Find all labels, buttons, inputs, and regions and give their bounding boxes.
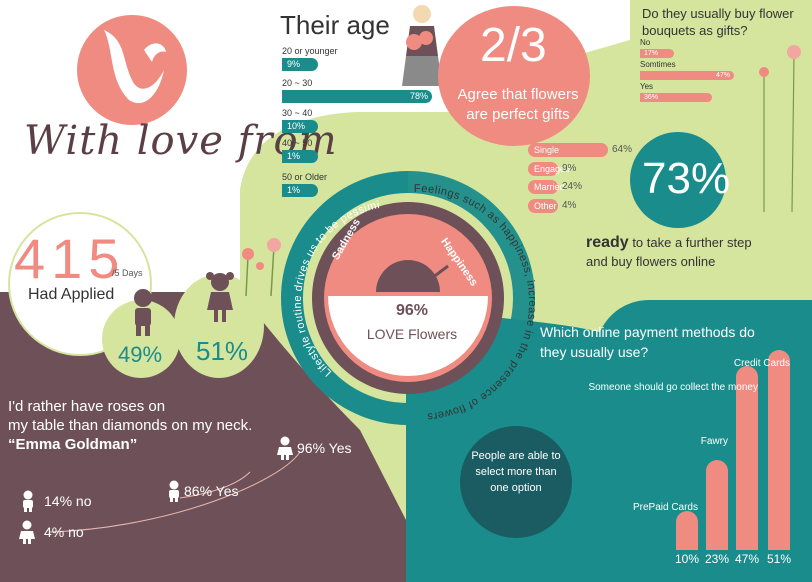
marital-status-value: 4% <box>562 200 577 211</box>
quote-line1: I'd rather have roses on <box>8 398 166 415</box>
age-group-bar: 1% <box>282 150 318 163</box>
payment-note: People are able to select more than one … <box>471 450 561 494</box>
marital-status-bar: Engaged <box>528 162 570 176</box>
ready-percent: 73% <box>642 154 731 203</box>
marital-status-value: 9% <box>562 163 577 174</box>
bouquet-answer-value: 36% <box>644 94 659 101</box>
age-group-label: 40 ~ 50 <box>282 138 313 148</box>
bouquet-answer-bar: 36% <box>640 93 712 102</box>
age-group-label: 30 ~ 40 <box>282 108 313 118</box>
gauge-value: 96% <box>395 302 429 319</box>
marital-status-bar: Single <box>528 143 608 157</box>
age-group-bar: 1% <box>282 184 318 197</box>
answer-14-no: 14% no <box>44 493 92 509</box>
woman-illustration <box>402 5 442 86</box>
age-group-value: 10% <box>287 121 306 131</box>
bouquet-answer-value: 17% <box>644 50 659 57</box>
answer-curves <box>49 451 301 533</box>
ready-rest: to take a further step <box>628 235 752 250</box>
brand-logo <box>77 15 187 125</box>
age-group-label: 20 ~ 30 <box>282 78 313 88</box>
age-group-value: 78% <box>409 91 428 101</box>
age-group-value: 1% <box>287 151 301 161</box>
payment-method-label: Credit Cards <box>733 358 790 369</box>
payment-bar <box>768 350 790 550</box>
ready-circle <box>630 132 726 228</box>
agree-fraction: 2/3 <box>480 19 547 72</box>
answer-4-no: 4% no <box>44 524 84 540</box>
payment-bar <box>736 366 758 550</box>
payment-bar <box>676 511 698 550</box>
bouquet-answer-label: Yes <box>640 82 654 91</box>
payment-note-circle <box>460 426 572 538</box>
payment-question-1: Which online payment methods do <box>540 324 755 340</box>
bouquet-answer-label: Somtimes <box>640 60 676 69</box>
bouquet-answer-label: No <box>640 38 651 47</box>
agree-line2: are perfect gifts <box>466 106 570 123</box>
person-icon-96-yes <box>277 436 293 460</box>
rose-stems-icon <box>759 45 801 212</box>
male-icon <box>134 289 152 336</box>
bouquet-answer-bar: 47% <box>640 71 734 80</box>
female-percent: 51% <box>196 336 249 366</box>
bouquet-answer-bar: 17% <box>640 49 674 58</box>
agree-line1: Agree that flowers <box>457 86 579 103</box>
age-group-bar: 78% <box>282 90 432 103</box>
person-icon-14-no <box>23 490 33 512</box>
male-percent: 49% <box>118 342 163 367</box>
age-group-bar: 9% <box>282 58 318 71</box>
bouquet-answer-value: 47% <box>715 72 730 79</box>
bouquet-question-2: bouquets as gifts? <box>642 23 748 38</box>
payment-method-label: Someone should go collect the money <box>588 382 758 393</box>
payment-method-label: Fawry <box>700 436 728 447</box>
payment-value: 47% <box>734 552 760 566</box>
ready-bold: ready <box>586 234 629 251</box>
payment-value: 51% <box>766 552 792 566</box>
person-icon-4-no <box>19 520 35 544</box>
applied-unit: /5 Days <box>112 268 143 278</box>
applied-label: Had Applied <box>28 286 115 303</box>
quote-line2: my table than diamonds on my neck. <box>8 417 253 434</box>
female-icon <box>206 272 234 322</box>
flowers-decoration-icon <box>242 238 281 296</box>
bouquet-question-1: Do they usually buy flower <box>642 6 794 21</box>
age-title: Their age <box>280 10 390 40</box>
marital-status-bar: Married <box>528 180 565 194</box>
quote-author: “Emma Goldman” <box>8 436 138 453</box>
payment-value: 10% <box>674 552 700 566</box>
ready-line2: and buy flowers online <box>586 254 716 269</box>
female-circle <box>174 274 264 378</box>
age-group-value: 1% <box>287 185 301 195</box>
payment-method-label: PrePaid Cards <box>632 502 698 513</box>
gauge: Lifestyle routine drives us to be pessim… <box>272 162 538 425</box>
payment-bar <box>706 460 728 550</box>
ready-text: ready to take a further step <box>586 234 752 252</box>
age-group-bar: 10% <box>282 120 318 133</box>
marital-status-value: 64% <box>612 144 633 155</box>
marital-status-value: 24% <box>562 181 583 192</box>
answer-86-yes: 86% Yes <box>184 483 239 499</box>
age-group-label: 50 or Older <box>282 172 328 182</box>
age-group-label: 20 or younger <box>282 46 338 56</box>
age-group-value: 9% <box>287 59 301 69</box>
agree-circle <box>438 6 590 146</box>
payment-question-2: they usually use? <box>540 344 649 360</box>
payment-value: 23% <box>704 552 730 566</box>
answer-96-yes: 96% Yes <box>297 440 352 456</box>
gauge-caption: LOVE Flowers <box>366 326 458 342</box>
marital-status-bar: Other <box>528 199 558 213</box>
person-icon-86-yes <box>169 480 179 502</box>
applied-number: 415 <box>14 227 126 290</box>
